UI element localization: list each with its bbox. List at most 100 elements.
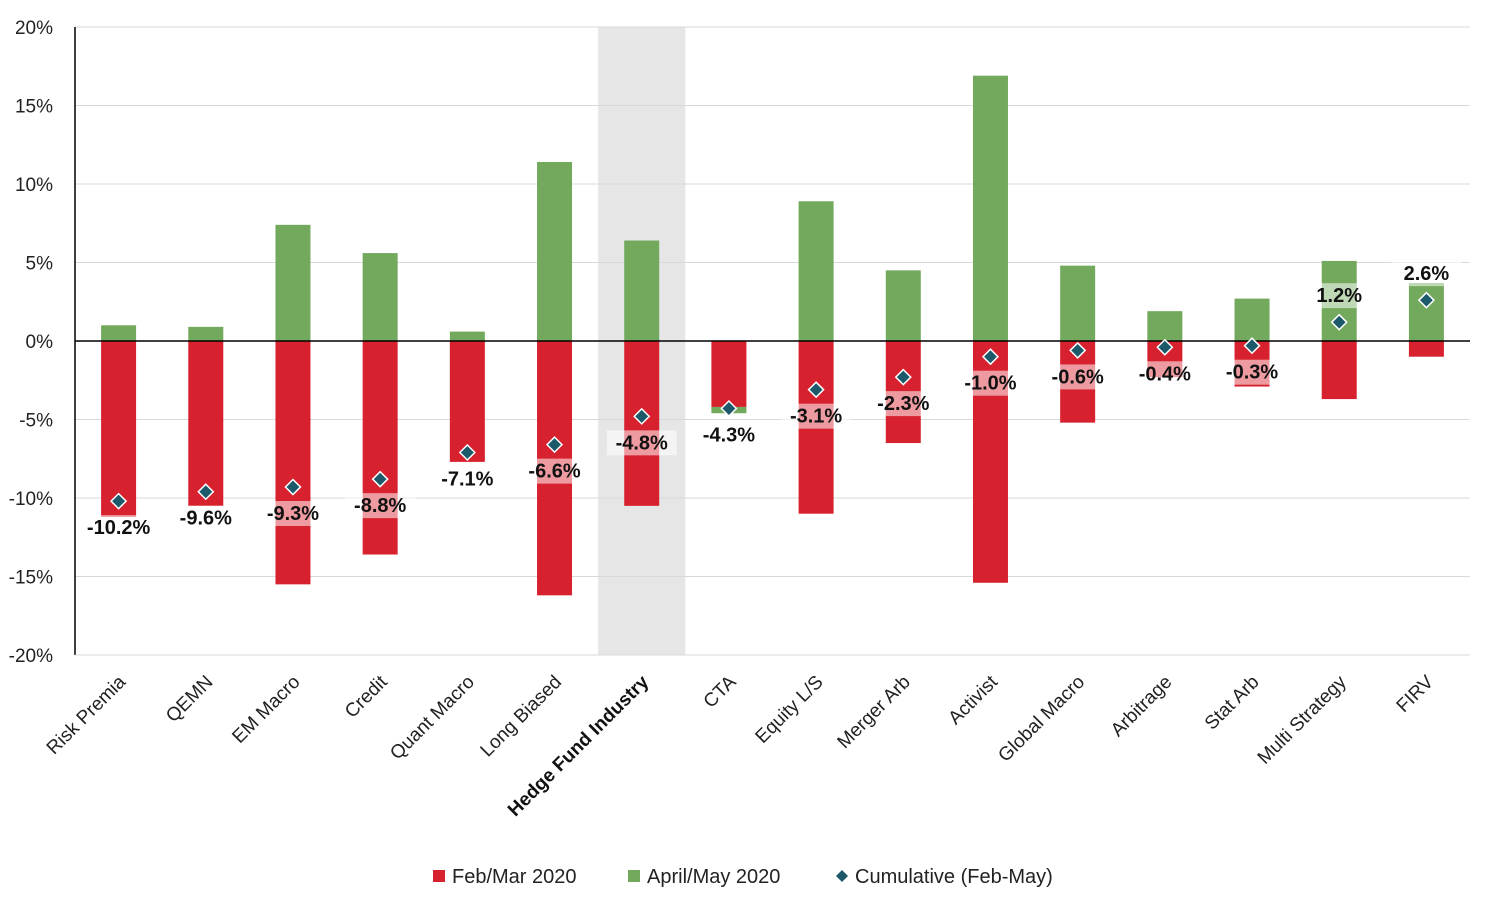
cumulative-marker	[1069, 341, 1087, 359]
bar-apr-may	[362, 253, 398, 341]
x-tick-label: Multi Strategy	[1254, 671, 1351, 768]
data-label: -1.0%	[964, 373, 1016, 395]
data-label: -3.1%	[790, 406, 842, 428]
data-label: -9.6%	[180, 508, 232, 530]
x-tick-label: Risk Premia	[43, 671, 131, 759]
cumulative-marker	[720, 399, 738, 418]
data-label-background	[257, 501, 328, 527]
data-label-background	[868, 391, 939, 417]
bar-apr-may	[275, 224, 311, 341]
data-label: -4.8%	[616, 432, 668, 454]
bar-feb-mar	[188, 341, 224, 506]
cumulative-marker	[807, 381, 825, 399]
x-tick-label: Stat Arb	[1201, 672, 1264, 735]
bar-apr-may	[449, 331, 485, 341]
x-tick-label: Long Biased	[477, 672, 567, 762]
data-label-background	[83, 515, 154, 541]
cumulative-marker	[981, 348, 1000, 366]
x-tick-label: Merger Arb	[834, 672, 915, 753]
cumulative-marker	[110, 492, 128, 510]
cumulative-marker	[1417, 291, 1435, 309]
cumulative-marker	[197, 483, 215, 501]
data-label: -8.8%	[354, 495, 406, 517]
x-tick-label: Activist	[945, 671, 1003, 729]
legend-swatch	[433, 870, 445, 882]
bar-apr-may	[1147, 311, 1183, 341]
bar-feb-mar	[1321, 341, 1357, 400]
cumulative-marker	[284, 478, 302, 496]
y-tick-labels-group: 20% 15% 10% 5% 0% -5% -10% -15% -20%	[9, 18, 53, 667]
data-label: 1.2%	[1316, 285, 1362, 307]
data-label: -6.6%	[528, 461, 580, 483]
legend-label: Cumulative (Feb-May)	[855, 866, 1053, 888]
bar-apr-may	[885, 270, 921, 341]
legend: Feb/Mar 2020 April/May 2020 Cumulative (Fe…	[433, 866, 1053, 888]
cumulative-marker	[1156, 338, 1174, 356]
legend-item: Feb/Mar 2020	[433, 866, 577, 888]
bar-apr-may	[188, 326, 224, 341]
bar-apr-may	[537, 162, 573, 341]
x-tick-label: Quant Macro	[386, 672, 479, 765]
bar-apr-may	[624, 240, 660, 341]
x-tick-label: FIRV	[1393, 671, 1438, 716]
data-label: 2.6%	[1404, 263, 1450, 285]
bar-apr-may	[1060, 265, 1096, 341]
data-labels-group: -10.2% -9.6% -9.3% -8.8% -7.1% -6.6% -4.8% -4.3…	[83, 261, 1462, 541]
markers-group	[110, 291, 1435, 510]
x-tick-label: CTA	[700, 671, 741, 712]
y-tick-label: -10%	[9, 489, 53, 510]
x-tick-label: Credit	[341, 671, 392, 722]
data-label-background	[1391, 261, 1462, 287]
data-label-background	[693, 422, 764, 448]
y-tick-label: 0%	[26, 332, 54, 353]
x-tick-label: Arbitrage	[1107, 672, 1176, 741]
data-label: -10.2%	[87, 517, 151, 539]
bar-apr-may	[1234, 298, 1270, 341]
cumulative-marker	[1243, 337, 1261, 355]
x-tick-label: Global Macro	[994, 672, 1089, 767]
y-tick-label: 15%	[15, 97, 53, 118]
x-tick-label: QEMN	[162, 672, 217, 727]
cumulative-marker	[458, 443, 476, 462]
bar-feb-mar	[275, 341, 311, 585]
bars-group	[101, 75, 1444, 596]
y-tick-label: 20%	[15, 18, 53, 39]
y-tick-label: -20%	[9, 646, 53, 667]
data-label: -2.3%	[877, 393, 929, 415]
data-label-background	[1042, 364, 1113, 390]
data-label-background	[432, 466, 503, 492]
y-tick-label: -5%	[19, 411, 53, 432]
data-label-background	[955, 370, 1026, 396]
data-label-background	[781, 403, 852, 429]
bar-feb-mar	[362, 341, 398, 555]
bar-feb-mar	[449, 341, 485, 462]
data-label-background	[170, 505, 241, 531]
data-label-background	[345, 493, 416, 519]
legend-item: Cumulative (Feb-May)	[836, 866, 1053, 888]
bar-apr-may	[972, 75, 1008, 342]
y-tick-label: 10%	[15, 175, 53, 196]
data-label-background	[1217, 359, 1288, 385]
cumulative-marker	[545, 436, 564, 454]
data-label-background	[1129, 361, 1200, 387]
axes-group	[74, 27, 1470, 656]
data-label-background	[519, 458, 590, 484]
data-label-background	[606, 430, 677, 456]
bar-feb-mar	[1408, 341, 1444, 357]
y-tick-label: 5%	[26, 254, 54, 275]
legend-label: Feb/Mar 2020	[452, 866, 577, 888]
cumulative-marker	[633, 407, 651, 425]
bar-feb-mar	[101, 341, 137, 517]
legend-label: April/May 2020	[647, 866, 780, 888]
legend-item: April/May 2020	[628, 866, 780, 888]
data-label: -0.3%	[1226, 362, 1278, 384]
x-tick-label: EM Macro	[228, 672, 304, 748]
x-tick-label: Hedge Fund Industry	[504, 671, 654, 821]
data-label: -0.6%	[1052, 366, 1104, 388]
y-tick-label: -15%	[9, 568, 53, 589]
data-label-background	[1304, 283, 1375, 309]
data-label: -9.3%	[267, 503, 319, 525]
